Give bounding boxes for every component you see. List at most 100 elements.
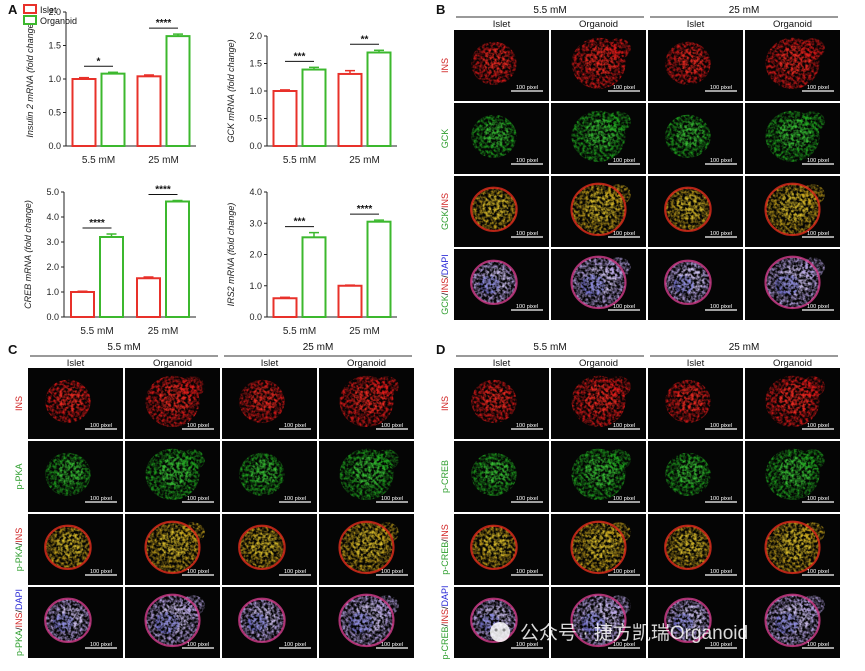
dapi-nuclei	[774, 612, 800, 634]
legend-swatch-organoid	[23, 15, 37, 25]
row-label-segment: /	[14, 627, 24, 630]
scale-bar-label: 100 pixel	[710, 496, 732, 502]
tissue-lobe	[180, 449, 205, 470]
row-label-segment: /	[14, 609, 24, 612]
legend-label: Islet	[40, 5, 57, 15]
y-tick-label: 2.0	[249, 31, 262, 41]
row-label: p-PKA/INS/DAPI	[14, 589, 24, 656]
tissue-core	[56, 532, 84, 558]
y-tick-label: 1.5	[249, 59, 262, 69]
column-header: Organoid	[773, 358, 812, 369]
scale-bar-label: 100 pixel	[284, 642, 306, 648]
scale-bar-label: 100 pixel	[613, 423, 635, 429]
row-label-segment: /	[440, 606, 450, 609]
tissue-lobe	[374, 449, 399, 470]
stain-group	[239, 379, 285, 423]
y-tick-label: 2.0	[249, 250, 262, 260]
scale-bar-label: 100 pixel	[710, 569, 732, 575]
row-label-segment: DAPI	[440, 254, 450, 275]
stain-group	[145, 448, 205, 501]
tissue-rim	[664, 524, 712, 571]
y-tick-label: 4.0	[249, 187, 262, 197]
stain-group	[339, 448, 399, 501]
dapi-nuclei	[154, 612, 180, 634]
row-label-segment: GCK	[440, 211, 450, 231]
scale-bar-label: 100 pixel	[90, 642, 112, 648]
row-label: p-PKA/INS	[14, 528, 24, 572]
condition-header: 25 mM	[303, 342, 334, 353]
stain-group	[664, 597, 712, 644]
scale-bar-label: 100 pixel	[284, 423, 306, 429]
tissue-lobe	[800, 111, 825, 132]
row-label-segment: INS	[440, 609, 450, 624]
stain-group	[664, 259, 712, 306]
row-label-segment: GCK	[440, 295, 450, 315]
tissue-core	[56, 386, 84, 412]
scale-bar-label: 100 pixel	[613, 158, 635, 164]
tissue-core	[676, 386, 704, 412]
stain-group	[665, 452, 711, 496]
wechat-icon-dot	[502, 628, 506, 632]
stain-group	[470, 524, 518, 571]
y-axis-label: GCK mRNA (fold change)	[226, 39, 236, 142]
row-label: INS	[440, 396, 450, 411]
bar-islet	[71, 78, 97, 147]
row-label-segment: p-CREB	[440, 460, 450, 493]
scale-bar-label: 100 pixel	[381, 642, 403, 648]
column-header: Organoid	[579, 358, 618, 369]
y-tick-label: 1.0	[249, 281, 262, 291]
y-tick-label: 1.0	[48, 74, 61, 84]
tissue-lobe	[180, 376, 205, 397]
scale-bar-label: 100 pixel	[807, 231, 829, 237]
stain-group	[144, 520, 205, 575]
row-label: GCK	[440, 129, 450, 149]
bar-organoid	[366, 51, 392, 147]
row-label-segment: INS	[14, 396, 24, 411]
y-axis-label: IRS2 mRNA (fold change)	[226, 203, 236, 307]
scale-bar-label: 100 pixel	[90, 423, 112, 429]
stain-group	[470, 259, 518, 306]
tissue-rim	[764, 182, 821, 237]
dapi-nuclei	[247, 613, 268, 632]
scale-bar-label: 100 pixel	[807, 496, 829, 502]
bar-chart-4: 0.0 1.0 2.0 3.0 4.0 IRS2 mRNA (fold change) **…	[226, 187, 397, 337]
row-label-segment: p-PKA	[14, 630, 24, 656]
tissue-rim	[470, 259, 518, 306]
stain-group	[238, 524, 286, 571]
tissue-lobe	[800, 257, 825, 278]
scale-bar-label: 100 pixel	[613, 231, 635, 237]
row-label-segment: GCK	[440, 129, 450, 149]
bar-islet	[136, 277, 161, 318]
scale-bar-label: 100 pixel	[807, 85, 829, 91]
condition-header: 25 mM	[729, 5, 760, 16]
tissue-core	[676, 459, 704, 485]
stain-group	[664, 524, 712, 571]
tissue-lobe	[606, 449, 631, 470]
tissue-lobe	[606, 38, 631, 59]
scale-bar-label: 100 pixel	[516, 569, 538, 575]
scale-bar-label: 100 pixel	[807, 423, 829, 429]
row-label-segment: p-PKA	[14, 463, 24, 489]
y-tick-label: 4.0	[46, 212, 59, 222]
watermark: 公众号 · 捷方凯瑞Organoid	[490, 622, 748, 644]
bar-organoid	[99, 236, 124, 318]
stain-group	[665, 114, 711, 158]
bar-chart-1: 0.0 0.5 1.0 1.5 2.0 Insulin 2 mRNA (fold chan…	[25, 7, 196, 166]
scale-bar-label: 100 pixel	[613, 569, 635, 575]
bar-organoid	[301, 68, 327, 147]
tissue-rim	[664, 597, 712, 644]
tissue-core	[482, 532, 510, 558]
tissue-rim	[144, 593, 201, 648]
micrograph-panel-d: 5.5 mM 25 mM Islet Organoid Islet Organoid INS…	[440, 342, 840, 660]
y-tick-label: 2.0	[48, 7, 61, 17]
row-label-segment: p-CREB	[440, 627, 450, 660]
scale-bar-label: 100 pixel	[90, 569, 112, 575]
row-label-segment: DAPI	[440, 585, 450, 606]
tissue-rim	[764, 520, 821, 575]
bar-islet	[272, 297, 298, 318]
tissue-lobe	[180, 595, 205, 616]
tissue-lobe	[800, 595, 825, 616]
row-label-segment: p-CREB	[440, 542, 450, 575]
